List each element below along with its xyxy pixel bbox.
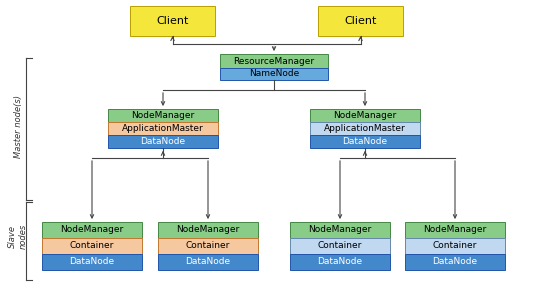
Text: NodeManager: NodeManager [60,225,124,234]
Text: DataNode: DataNode [140,137,185,146]
Text: NameNode: NameNode [249,70,299,79]
Bar [42,222,142,238]
Bar [158,254,258,270]
Bar [158,222,258,238]
Text: DataNode: DataNode [317,257,362,266]
Text: DataNode: DataNode [342,137,387,146]
Bar [310,122,420,135]
Text: DataNode: DataNode [185,257,230,266]
Text: NodeManager: NodeManager [132,111,195,120]
Text: ResourceManager: ResourceManager [234,56,315,66]
Bar [318,6,403,36]
Bar [405,222,505,238]
Bar [290,238,390,254]
Bar [290,254,390,270]
Text: Container: Container [318,241,362,250]
Text: DataNode: DataNode [69,257,114,266]
Text: Container: Container [70,241,114,250]
Bar [310,109,420,122]
Text: ApplicationMaster: ApplicationMaster [324,124,406,133]
Text: Container: Container [186,241,230,250]
Bar [310,135,420,148]
Bar [158,238,258,254]
Text: ApplicationMaster: ApplicationMaster [122,124,204,133]
Text: DataNode: DataNode [432,257,477,266]
Text: Client: Client [157,16,189,26]
Text: Slave
nodes: Slave nodes [8,223,28,249]
Bar [130,6,215,36]
Text: NodeManager: NodeManager [309,225,372,234]
Bar [108,122,218,135]
Bar [220,54,328,68]
Bar [108,109,218,122]
Text: Master node(s): Master node(s) [13,95,23,157]
Bar [220,68,328,80]
Bar [108,135,218,148]
Bar [405,254,505,270]
Text: Container: Container [433,241,477,250]
Bar [42,238,142,254]
Bar [405,238,505,254]
Text: NodeManager: NodeManager [334,111,397,120]
Bar [42,254,142,270]
Text: Client: Client [344,16,377,26]
Bar [290,222,390,238]
Text: NodeManager: NodeManager [176,225,240,234]
Text: NodeManager: NodeManager [423,225,487,234]
